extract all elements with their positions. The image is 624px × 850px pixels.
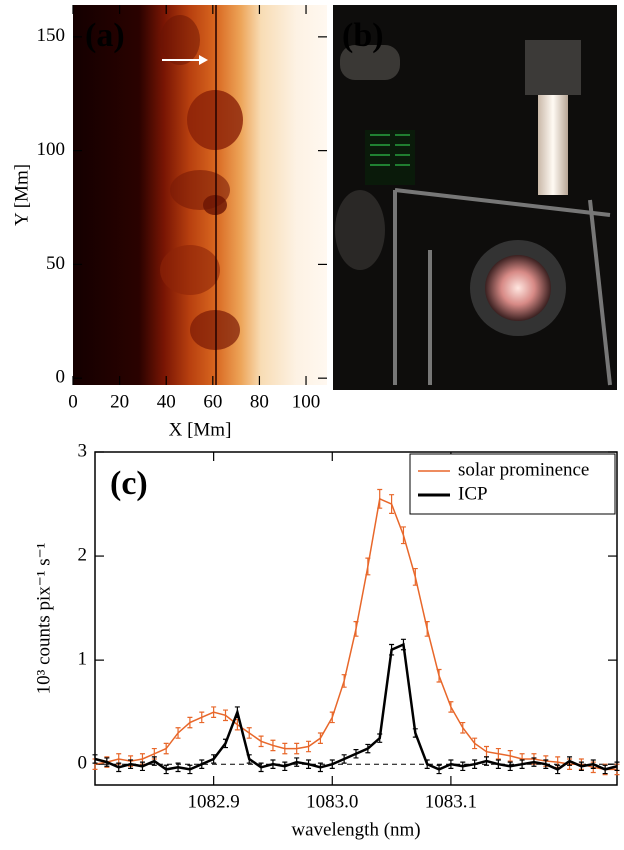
y-tick-label: 1 — [78, 648, 88, 669]
y-axis-label: Y [Mm] — [11, 164, 32, 226]
series — [92, 638, 620, 775]
x-tick-label: 1082.9 — [188, 791, 240, 812]
y-tick-label: 0 — [56, 367, 66, 388]
y-tick-label: 100 — [37, 139, 66, 160]
lab-photo — [333, 5, 617, 390]
legend-label: solar prominence — [458, 459, 589, 480]
x-tick-label: 100 — [292, 391, 321, 412]
x-tick-label: 1083.1 — [425, 791, 477, 812]
y-tick-label: 3 — [78, 440, 88, 461]
legend-label: ICP — [458, 483, 488, 504]
y-axis-label: 10³ counts pix⁻¹ s⁻¹ — [33, 542, 54, 694]
solar-image — [73, 5, 327, 385]
x-axis-label: wavelength (nm) — [291, 819, 420, 840]
x-axis-label: X [Mm] — [169, 419, 232, 440]
panel-label: (c) — [110, 465, 148, 502]
series-line — [94, 642, 618, 771]
plot-frame — [94, 451, 618, 786]
x-tick-label: 1083.0 — [306, 791, 358, 812]
legend-box — [409, 453, 616, 515]
y-tick-label: 0 — [78, 753, 88, 774]
series — [92, 488, 620, 776]
panel-label: (b) — [342, 17, 384, 54]
y-tick-label: 50 — [46, 253, 65, 274]
x-tick-label: 80 — [250, 391, 269, 412]
y-tick-label: 150 — [37, 25, 66, 46]
error-bar — [614, 761, 620, 772]
x-tick-label: 60 — [203, 391, 222, 412]
panel-label: (a) — [85, 17, 125, 54]
series-line — [94, 497, 617, 771]
x-tick-label: 20 — [110, 391, 129, 412]
x-tick-label: 0 — [68, 391, 78, 412]
x-tick-label: 40 — [157, 391, 176, 412]
y-tick-label: 2 — [78, 544, 88, 565]
